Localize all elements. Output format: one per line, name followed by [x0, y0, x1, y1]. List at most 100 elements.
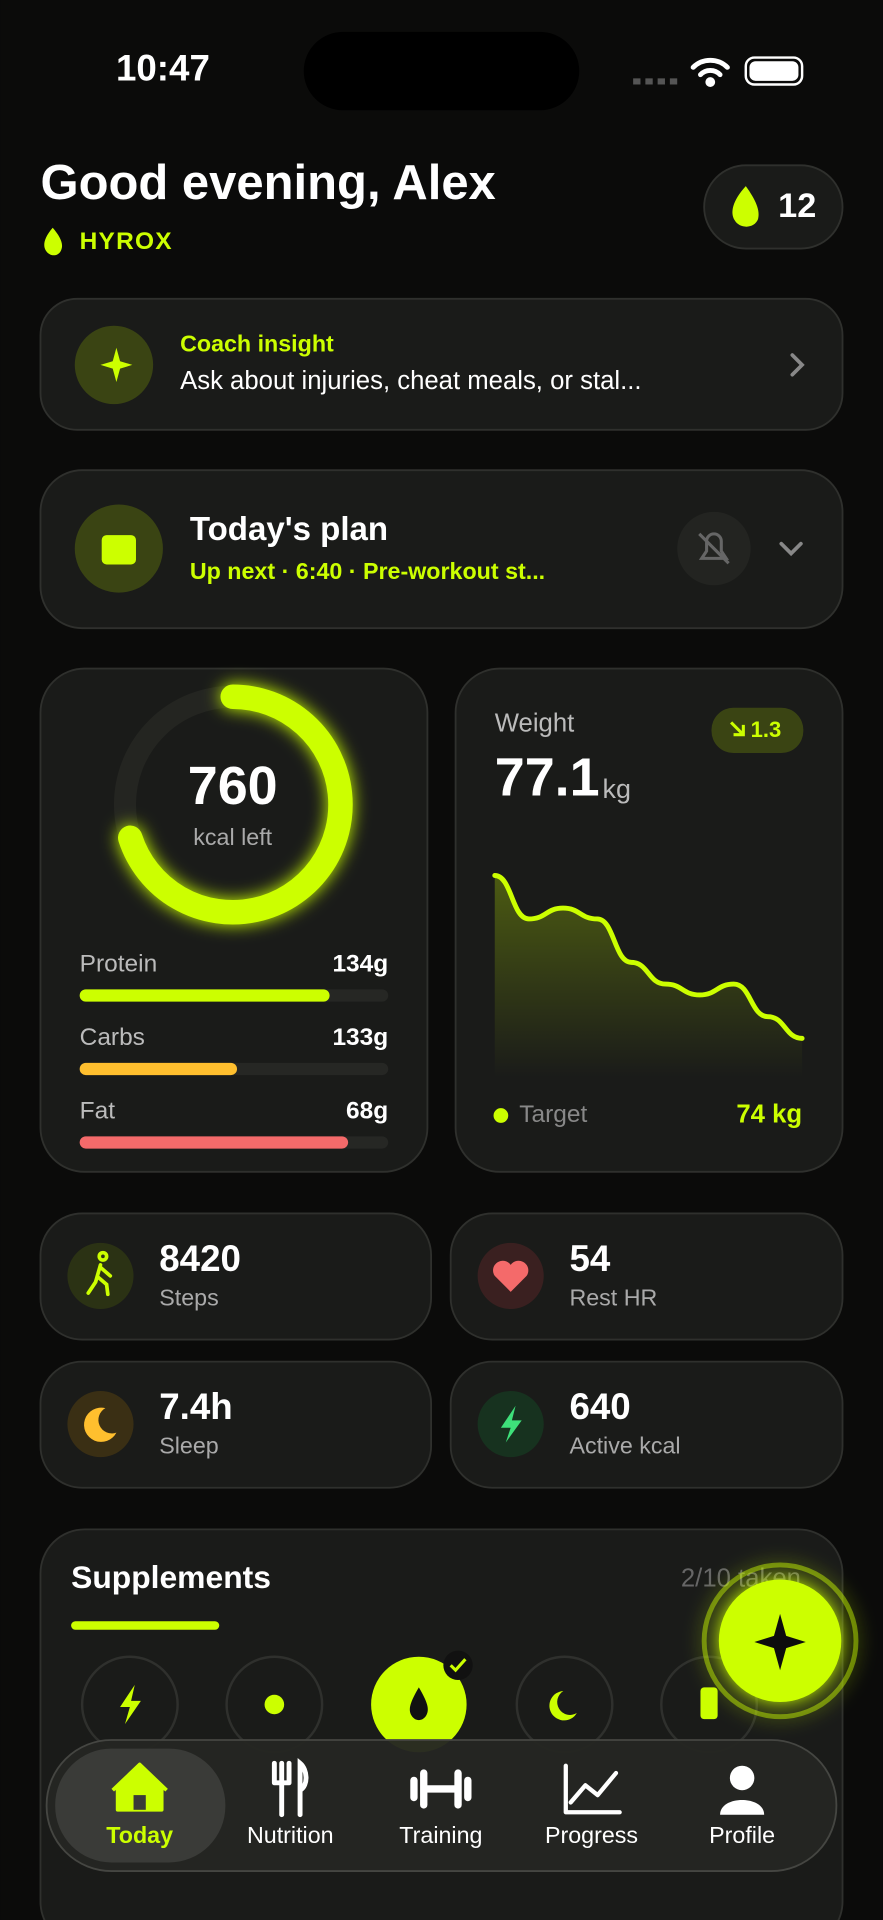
stat-value: 7.4h [159, 1386, 232, 1427]
stat-sleep[interactable]: 7.4h Sleep [39, 1360, 433, 1489]
supplement-icon [264, 1694, 285, 1715]
stat-label: Rest HR [569, 1284, 657, 1310]
stat-icon-bg [67, 1242, 134, 1309]
stat-value: 640 [569, 1386, 630, 1427]
sparkle-icon [100, 347, 133, 383]
program: HYROX [80, 228, 173, 255]
streak-flame [732, 186, 759, 227]
greeting: Good evening, Alex [40, 156, 495, 210]
supplement-icon [549, 1691, 577, 1721]
stat-card [449, 1212, 844, 1341]
mute-button[interactable] [677, 511, 751, 586]
stat-hr[interactable]: 54 Rest HR [449, 1212, 844, 1341]
coach-title: Coach insight [180, 330, 334, 356]
fork-icon [271, 1758, 309, 1818]
stat-card [39, 1212, 433, 1341]
status-time: 10:47 [116, 48, 210, 89]
target-label: Target [519, 1101, 587, 1128]
macro-bar [79, 1136, 349, 1149]
streak-pill[interactable]: 12 [703, 164, 844, 250]
tab-label[interactable]: Profile [709, 1822, 775, 1848]
weight-change: 1.3 [751, 717, 782, 742]
weight-line [492, 873, 805, 1041]
dumbbell-icon [410, 1769, 472, 1809]
coach-text: Ask about injuries, cheat meals, or stal… [180, 367, 641, 395]
tab-labels: Today Nutrition Training Progress Profile [106, 1822, 775, 1848]
stat-card [449, 1360, 844, 1489]
tab-label[interactable]: Nutrition [247, 1822, 334, 1848]
coach-fab[interactable] [701, 1562, 859, 1720]
check-icon [449, 1658, 467, 1673]
plan-card-bg [39, 469, 844, 630]
bell-off-icon [698, 532, 730, 565]
stat-label: Steps [159, 1284, 218, 1310]
stat-steps[interactable]: 8420 Steps [39, 1212, 433, 1341]
stat-label: Sleep [159, 1432, 218, 1458]
change-pill [711, 707, 804, 754]
supplements-progress [71, 1621, 220, 1630]
macro-amount: 68g [346, 1097, 388, 1124]
flame-icon [44, 227, 63, 256]
macro-amount: 134g [332, 950, 388, 977]
macro-name: Fat [80, 1097, 116, 1124]
supplement-icon [700, 1687, 718, 1720]
chart-icon [563, 1763, 622, 1815]
stat-label: Active kcal [569, 1432, 680, 1458]
moon-icon [84, 1407, 117, 1442]
supplements-title: Supplements [71, 1559, 271, 1595]
weight-title: Weight [495, 710, 575, 738]
plan-subtitle: Up next · 6:40 · Pre-workout st... [190, 558, 545, 584]
calorie-ring [117, 684, 353, 925]
battery [744, 56, 804, 86]
supplement-icon [409, 1687, 428, 1721]
bolt-icon [500, 1405, 522, 1443]
home-door [133, 1795, 146, 1810]
signal [633, 78, 678, 85]
tab-label[interactable]: Today [106, 1822, 173, 1848]
coach-card[interactable]: Coach insight Ask about injuries, cheat … [39, 297, 844, 431]
target-value: 74 kg [736, 1100, 802, 1128]
stat-card [39, 1360, 433, 1489]
profile-body [720, 1800, 765, 1815]
fab-sparkle [754, 1613, 806, 1671]
tab-bar [45, 1739, 838, 1872]
fab-halo [701, 1562, 859, 1720]
down-arrow [730, 721, 745, 737]
macro-name: Protein [80, 950, 158, 977]
battery-level [749, 61, 799, 81]
expand-chevron[interactable] [779, 541, 803, 557]
calendar-icon [101, 535, 136, 565]
calories-label: kcal left [193, 824, 272, 850]
stat-value: 8420 [159, 1238, 241, 1279]
target-dot [493, 1108, 509, 1123]
heart-icon [493, 1260, 529, 1292]
plan-title: Today's plan [190, 511, 388, 548]
chevron [790, 353, 805, 377]
streak-count: 12 [778, 187, 816, 225]
tab-label[interactable]: Progress [545, 1822, 638, 1848]
calories-value: 760 [188, 756, 278, 816]
weight-value: 77.1 [495, 747, 600, 807]
home-icon [111, 1762, 168, 1812]
stat-value: 54 [569, 1238, 610, 1279]
macro-bar [79, 989, 330, 1002]
stat-icon-bg [67, 1391, 134, 1458]
plan-card[interactable]: Today's plan Up next · 6:40 · Pre-workou… [39, 469, 844, 630]
streak-background [703, 164, 844, 250]
supplement-icon [120, 1684, 141, 1725]
weight-unit: kg [603, 774, 631, 804]
macro-name: Carbs [80, 1024, 145, 1051]
coach-card-bg [39, 297, 844, 431]
wifi [690, 57, 730, 87]
macro-bar [79, 1062, 238, 1076]
stat-active[interactable]: 640 Active kcal [449, 1360, 844, 1489]
profile-head [729, 1765, 755, 1791]
tab-label[interactable]: Training [399, 1822, 482, 1848]
walk-icon [86, 1250, 113, 1297]
macro-amount: 133g [332, 1024, 388, 1051]
dynamic-island [303, 31, 580, 111]
supplement-icons[interactable] [80, 1650, 759, 1754]
